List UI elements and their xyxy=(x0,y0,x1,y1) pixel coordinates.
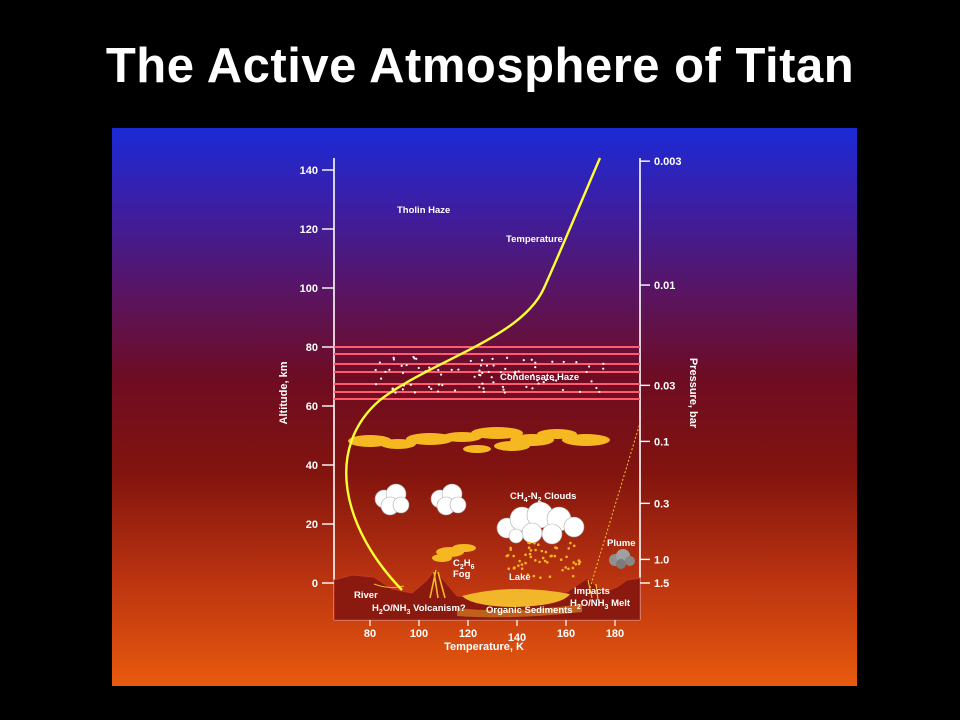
altitude-tick-label: 80 xyxy=(306,342,318,354)
lake xyxy=(462,588,570,607)
temperature-tick-label: 180 xyxy=(606,628,624,640)
condensate-haze-label: Condensate Haze xyxy=(500,372,579,383)
temperature-curve-label: Temperature xyxy=(506,234,563,245)
altitude-tick-label: 40 xyxy=(306,460,318,472)
tholin-haze-label: Tholin Haze xyxy=(397,205,450,216)
volcano-lava xyxy=(429,569,446,599)
pressure-tick-label: 1.0 xyxy=(654,554,669,566)
altitude-tick-label: 20 xyxy=(306,519,318,531)
temperature-tick-label: 120 xyxy=(459,628,477,640)
altitude-axis-title: Altitude, km xyxy=(278,361,290,424)
ethane-fog xyxy=(432,544,476,562)
pressure-tick-label: 1.5 xyxy=(654,578,669,590)
methane-rain-drops xyxy=(505,541,582,579)
altitude-tick-label: 0 xyxy=(312,578,318,590)
impact-melt-lines xyxy=(587,579,599,601)
volcanism-label: H2O/NH3 Volcanism? xyxy=(372,603,466,616)
condensate-haze-band xyxy=(334,346,640,400)
lake-label: Lake xyxy=(509,572,531,583)
temperature-axis-ticks: 80 100 120 140 160 180 xyxy=(364,620,624,644)
river-label: River xyxy=(354,590,378,601)
organic-sediment-layer xyxy=(457,604,582,618)
melt-label: H2O/NH3 Melt xyxy=(570,598,631,611)
upper-yellow-clouds xyxy=(348,427,610,453)
titan-atmosphere-diagram: 140 120 100 80 60 40 20 0 0.003 0.01 0.03 0.1 0.3 1.… xyxy=(112,128,857,686)
white-clouds xyxy=(374,483,585,545)
altitude-tick-label: 140 xyxy=(300,165,318,177)
temperature-curve xyxy=(345,157,602,591)
organic-sediments-label: Organic Sediments xyxy=(486,605,573,616)
temperature-tick-label: 80 xyxy=(364,628,376,640)
pressure-tick-label: 0.01 xyxy=(654,280,675,292)
plume-label: Plume xyxy=(607,538,636,549)
temperature-tick-label: 100 xyxy=(410,628,428,640)
river-channel xyxy=(373,583,405,589)
temperature-tick-label: 140 xyxy=(508,632,526,644)
fog-word-label: Fog xyxy=(453,569,471,580)
pressure-tick-label: 0.03 xyxy=(654,380,675,392)
temperature-axis-title: Temperature, K xyxy=(444,641,524,653)
altitude-tick-label: 60 xyxy=(306,401,318,413)
plume xyxy=(609,549,635,569)
dotted-guide-line xyxy=(589,422,641,589)
condensate-haze-particles xyxy=(374,355,605,394)
altitude-tick-label: 100 xyxy=(300,283,318,295)
impacts-label: Impacts xyxy=(574,586,610,597)
slide-title: The Active Atmosphere of Titan xyxy=(105,39,855,93)
pressure-axis-ticks: 0.003 0.01 0.03 0.1 0.3 1.0 1.5 xyxy=(640,156,682,590)
pressure-tick-label: 0.3 xyxy=(654,498,669,510)
fog-label: C2H6 xyxy=(453,558,475,571)
altitude-axis-ticks: 140 120 100 80 60 40 20 0 xyxy=(300,165,334,590)
clouds-label: CH4-N2 Clouds xyxy=(510,491,576,504)
altitude-tick-label: 120 xyxy=(300,224,318,236)
pressure-tick-label: 0.003 xyxy=(654,156,682,168)
temperature-tick-label: 160 xyxy=(557,628,575,640)
pressure-tick-label: 0.1 xyxy=(654,436,669,448)
pressure-axis-title: Pressure, bar xyxy=(687,358,699,429)
